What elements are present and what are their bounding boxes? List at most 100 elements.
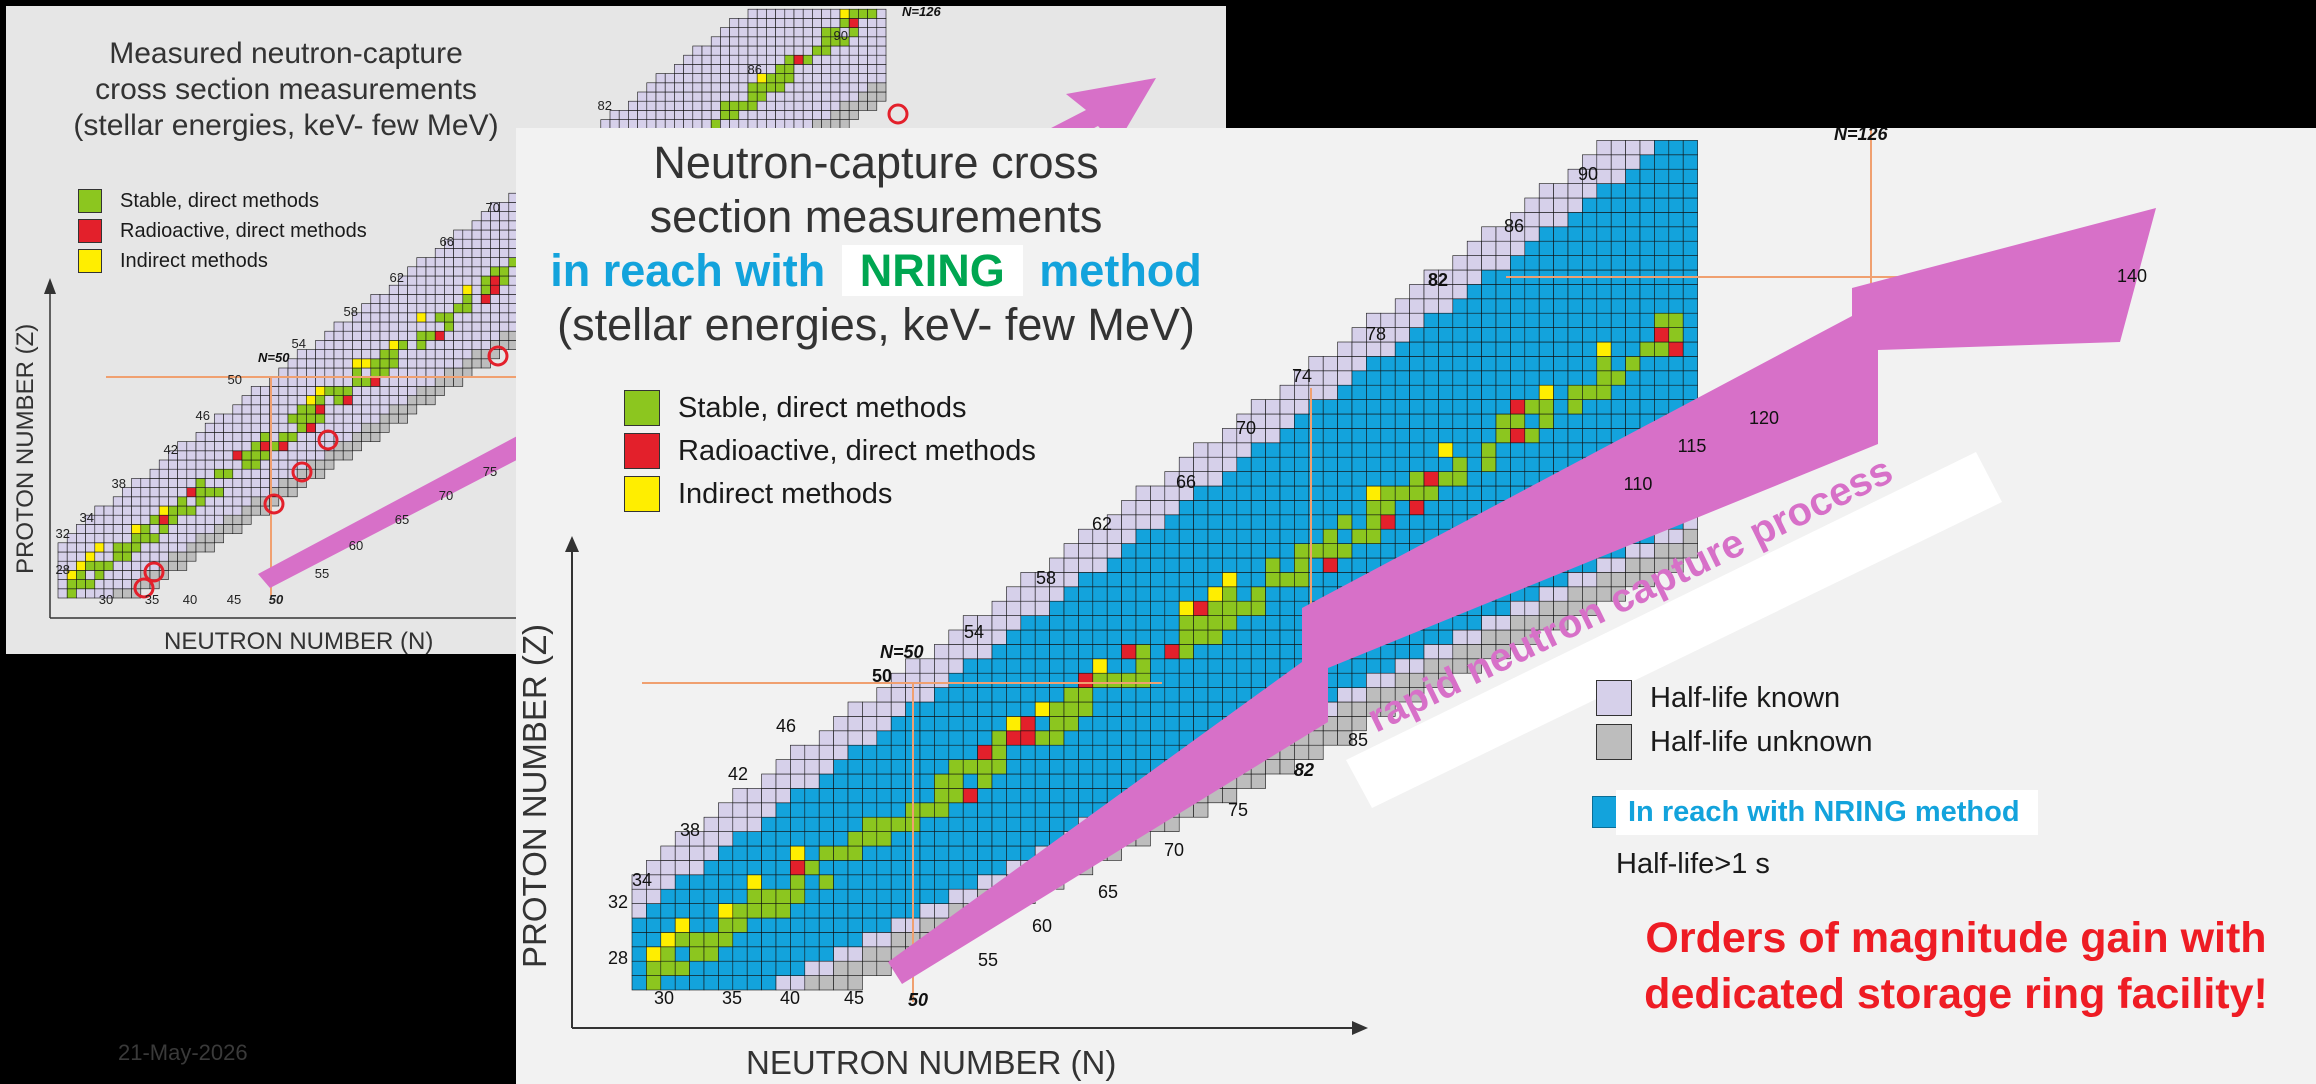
- nuclide-cell: [1351, 399, 1367, 415]
- nuclide-cell: [1668, 154, 1684, 170]
- magic-line-n82: [1310, 388, 1312, 618]
- nuclide-cell: [867, 100, 878, 111]
- nuclide-cell: [1553, 226, 1569, 242]
- nuclide-cell: [1366, 456, 1382, 472]
- nuclide-cell: [379, 404, 390, 415]
- nuclide-cell: [490, 321, 500, 332]
- nuclide-cell: [1250, 586, 1266, 602]
- nuclide-cell: [333, 422, 344, 433]
- nuclide-cell: [1654, 154, 1670, 170]
- nuclide-cell: [490, 220, 500, 231]
- nuclide-cell: [775, 54, 786, 65]
- nuclide-cell: [186, 533, 197, 544]
- legend-swatch-yellow: [78, 249, 102, 273]
- nuclide-cell: [1236, 543, 1252, 559]
- nuclide-cell: [1438, 384, 1454, 400]
- nuclide-cell: [1265, 644, 1281, 660]
- nuclide-cell: [1106, 629, 1122, 645]
- nuclide-cell: [370, 321, 381, 332]
- nuclide-cell: [812, 27, 822, 38]
- nuclide-cell: [499, 312, 510, 323]
- nuclide-cell: [1236, 442, 1252, 458]
- nuclide-cell: [462, 238, 473, 249]
- nuclide-cell: [830, 73, 841, 84]
- nuclide-cell: [948, 802, 964, 818]
- nuclide-cell: [710, 82, 721, 93]
- nuclide-cell: [1538, 456, 1554, 472]
- nuclide-cell: [720, 36, 730, 47]
- nuclide-cell: [1121, 744, 1137, 760]
- nuclide-cell: [1682, 226, 1698, 242]
- nuclide-cell: [934, 672, 950, 688]
- nuclide-cell: [934, 903, 950, 919]
- nuclide-cell: [1366, 428, 1382, 444]
- nuclide-cell: [1322, 456, 1338, 472]
- nuclide-cell: [278, 478, 289, 488]
- nuclide-cell: [1164, 658, 1180, 674]
- nuclide-cell: [1106, 586, 1122, 602]
- nuclide-cell: [1538, 197, 1554, 213]
- nuclide-cell: [131, 542, 142, 553]
- nuclide-cell: [444, 358, 454, 369]
- nuclide-cell: [1524, 442, 1540, 458]
- nuclide-cell: [1682, 384, 1698, 400]
- nuclide-cell: [821, 36, 832, 47]
- nuclide-cell: [168, 496, 178, 507]
- nuclide-cell: [1006, 687, 1022, 703]
- nuclide-cell: [862, 831, 878, 847]
- nuclide-cell: [804, 960, 820, 976]
- nuclide-cell: [890, 730, 906, 746]
- legend-label: Indirect methods: [678, 477, 893, 510]
- nuclide-cell: [858, 27, 868, 38]
- nuclide-cell: [1063, 615, 1079, 631]
- nuclide-cell: [306, 358, 316, 369]
- measurement-circle: [263, 493, 285, 515]
- nuclide-cell: [1294, 572, 1310, 588]
- nuclide-cell: [729, 27, 740, 38]
- nuclide-cell: [1250, 514, 1266, 530]
- nuclide-cell: [1582, 384, 1598, 400]
- nuclide-cell: [812, 73, 822, 84]
- nuclide-cell: [1121, 528, 1137, 544]
- nuclide-cell: [1106, 687, 1122, 703]
- nuclide-cell: [1610, 384, 1626, 400]
- nuclide-cell: [1092, 586, 1108, 602]
- nuclide-cell: [278, 395, 289, 406]
- nuclide-cell: [746, 888, 762, 904]
- nuclide-cell: [1495, 600, 1511, 616]
- nuclide-cell: [260, 422, 270, 433]
- nuclide-cell: [1322, 572, 1338, 588]
- nuclide-cell: [453, 248, 464, 258]
- nuclide-cell: [862, 946, 878, 962]
- nuclide-cell: [821, 45, 832, 56]
- nuclide-cell: [195, 441, 206, 452]
- nuclide-cell: [756, 82, 767, 93]
- nuclide-cell: [1466, 399, 1482, 415]
- nuclide-cell: [1279, 514, 1295, 530]
- nuclide-cell: [1020, 615, 1036, 631]
- nuclide-cell: [766, 100, 776, 111]
- nuclide-cell: [1294, 528, 1310, 544]
- nuclide-cell: [462, 330, 473, 341]
- nuclide-cell: [1006, 629, 1022, 645]
- nuclide-cell: [434, 349, 445, 360]
- nuclide-cell: [1106, 773, 1122, 789]
- nuclide-cell: [830, 45, 841, 56]
- nuclide-cell: [333, 386, 344, 396]
- legend-label: Radioactive, direct methods: [120, 219, 367, 242]
- nuclide-cell: [444, 294, 454, 304]
- nuclide-cell: [631, 932, 647, 948]
- nuclide-cell: [646, 888, 662, 904]
- nuclide-cell: [802, 100, 813, 111]
- nuclide-cell: [1092, 600, 1108, 616]
- nuclide-cell: [453, 294, 464, 304]
- nuclide-cell: [85, 560, 96, 571]
- nuclide-cell: [1236, 615, 1252, 631]
- nuclide-cell: [858, 54, 868, 65]
- nuclide-cell: [434, 386, 445, 396]
- measurement-circle: [487, 345, 509, 367]
- nuclide-cell: [398, 294, 408, 304]
- nuclide-cell: [1481, 226, 1497, 242]
- nuclide-cell: [287, 487, 298, 498]
- nuclide-cell: [1639, 384, 1655, 400]
